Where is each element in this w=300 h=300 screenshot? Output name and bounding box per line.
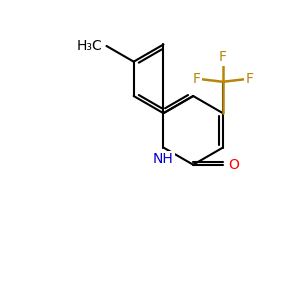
Text: H₃C: H₃C [77,39,103,53]
Text: F: F [219,50,227,64]
Text: O: O [228,158,239,172]
Text: F: F [246,72,254,86]
Text: NH: NH [153,152,174,167]
Text: F: F [192,72,200,86]
